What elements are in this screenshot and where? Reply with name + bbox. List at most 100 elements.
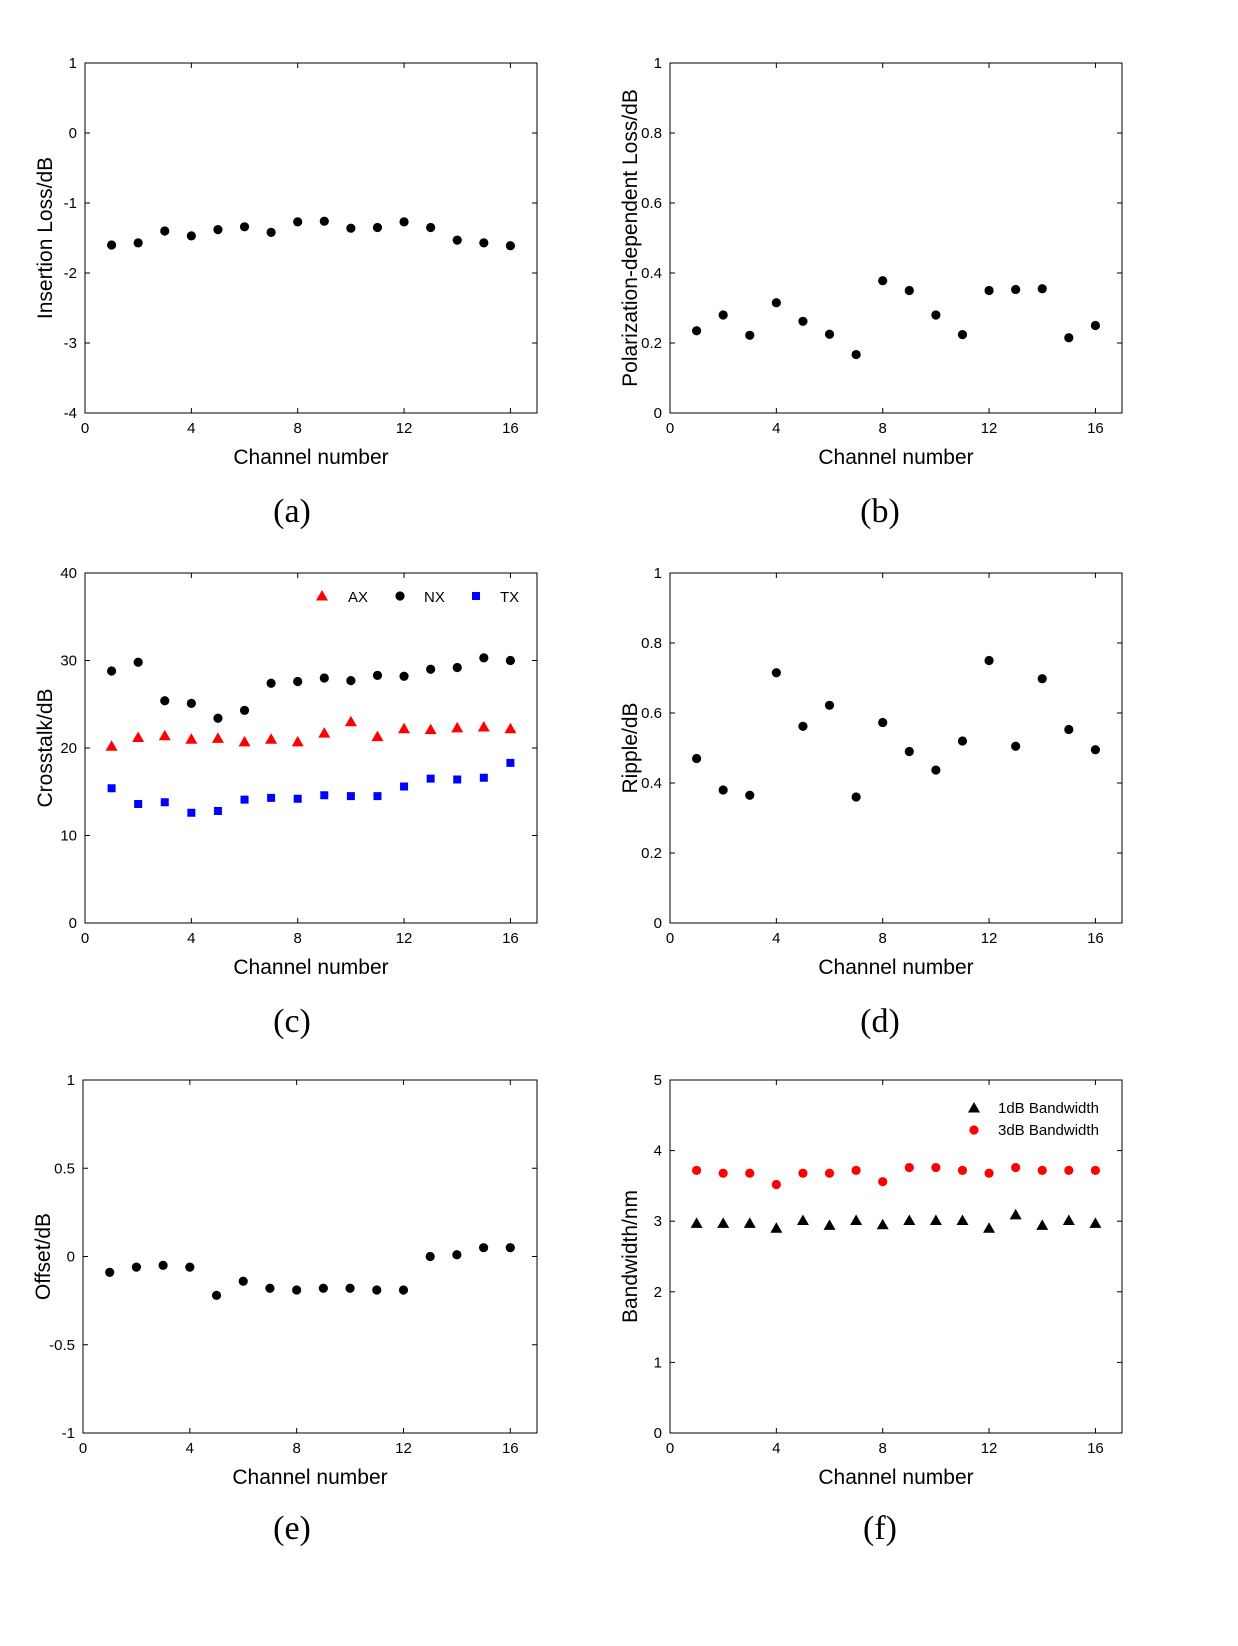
y-tick-label: -2 — [64, 265, 77, 282]
data-point — [690, 1217, 703, 1228]
x-tick-label: 12 — [395, 1440, 412, 1457]
x-tick-label: 0 — [666, 930, 674, 947]
plot-frame — [82, 1079, 538, 1434]
plot-frame — [669, 572, 1123, 924]
legend-marker — [395, 591, 405, 601]
y-axis-title: Crosstalk/dB — [34, 688, 57, 807]
panel-caption: (b) — [860, 493, 900, 530]
data-point — [187, 808, 196, 817]
legend: 1dB Bandwidth 3dB Bandwidth — [968, 1100, 1099, 1139]
legend-label: 3dB Bandwidth — [998, 1122, 1099, 1139]
panel-a: 0 4 8 12 16 -4 -3 -2 -1 0 1 Channel number Insertion… — [34, 55, 538, 530]
data-point — [771, 298, 781, 308]
x-axis-title: Channel number — [233, 446, 388, 469]
data-point — [453, 775, 462, 784]
data-point — [372, 1285, 382, 1295]
x-tick-label: 16 — [1087, 930, 1104, 947]
data-point — [105, 740, 118, 751]
data-point — [479, 773, 488, 782]
y-tick-label: 20 — [60, 740, 77, 757]
data-point — [426, 774, 435, 783]
data-point — [745, 1168, 755, 1178]
data-point — [185, 1262, 195, 1272]
y-tick-label: 0 — [69, 915, 77, 932]
panel-b: 0 4 8 12 16 0 0.2 0.4 0.6 0.8 1 Channel number Polar… — [619, 55, 1123, 530]
plot-frame — [84, 62, 538, 414]
series-ax — [105, 715, 517, 751]
data-point — [505, 1243, 515, 1253]
data-point — [878, 276, 888, 286]
data-point — [931, 765, 941, 775]
data-point — [823, 1219, 836, 1230]
data-point — [320, 791, 329, 800]
y-tick-label: 0 — [67, 1249, 75, 1266]
data-point — [824, 700, 835, 710]
x-tick-label: 0 — [79, 1440, 87, 1457]
x-tick-label: 16 — [502, 420, 519, 437]
y-tick-label: 5 — [654, 1072, 662, 1089]
y-tick-label: 1 — [69, 55, 77, 72]
data-point — [983, 1222, 996, 1233]
data-point — [158, 1260, 168, 1270]
panel-caption: (d) — [860, 1003, 900, 1040]
legend: AX NX TX — [316, 589, 519, 606]
data-point — [904, 285, 914, 296]
plot-frame — [669, 62, 1123, 414]
series-3db-bandwidth — [691, 1162, 1101, 1190]
y-axis-title: Bandwidth/nm — [619, 1190, 642, 1323]
data-point — [1090, 745, 1101, 755]
data-point — [106, 240, 117, 250]
data-point — [1011, 284, 1021, 295]
data-point — [850, 1214, 863, 1225]
legend-label: AX — [348, 589, 368, 606]
data-point — [266, 227, 276, 237]
y-tick-label: 0 — [69, 125, 77, 142]
y-tick-label: 0.2 — [641, 845, 662, 862]
panel-caption: (e) — [273, 1510, 311, 1547]
data-point — [796, 1214, 809, 1225]
data-point — [1011, 1162, 1021, 1173]
data-point — [691, 753, 702, 764]
plot-frame — [669, 1079, 1123, 1434]
data-point — [186, 698, 196, 708]
data-point — [239, 222, 250, 232]
legend-label: TX — [500, 589, 519, 606]
data-point — [346, 676, 356, 686]
data-point — [131, 1262, 142, 1272]
x-tick-label: 4 — [772, 1440, 780, 1457]
y-tick-label: 0.8 — [641, 125, 662, 142]
data-point — [904, 746, 914, 757]
data-point — [293, 676, 303, 687]
data-point — [265, 733, 278, 744]
y-tick-label: 10 — [60, 828, 77, 845]
y-tick-label: 4 — [654, 1143, 662, 1160]
x-tick-label: 12 — [396, 930, 413, 947]
y-tick-label: 0.6 — [641, 195, 662, 212]
data-point — [691, 1165, 702, 1175]
series-data — [105, 1243, 515, 1300]
data-point — [425, 1251, 435, 1262]
x-tick-label: 16 — [1087, 1440, 1104, 1457]
data-point — [133, 238, 143, 248]
data-point — [957, 1165, 968, 1175]
y-tick-label: -1 — [64, 195, 77, 212]
data-point — [319, 673, 329, 683]
data-point — [1011, 741, 1021, 751]
legend-marker — [969, 1125, 979, 1135]
y-tick-label: -1 — [62, 1425, 75, 1442]
x-tick-label: 4 — [186, 1440, 194, 1457]
data-point — [158, 729, 171, 741]
y-tick-label: 0.4 — [641, 265, 662, 282]
legend-marker — [472, 592, 480, 600]
data-point — [319, 216, 329, 226]
y-axis-title: Ripple/dB — [619, 702, 642, 793]
y-tick-label: 0 — [654, 915, 662, 932]
data-point — [239, 705, 250, 715]
data-point — [373, 792, 382, 801]
x-tick-label: 12 — [981, 1440, 998, 1457]
data-point — [903, 1214, 916, 1225]
x-tick-label: 4 — [187, 930, 195, 947]
panel-c: 0 4 8 12 16 0 10 20 30 40 Channel number Crosstalk/… — [34, 565, 538, 1040]
data-point — [798, 316, 808, 326]
data-point — [956, 1214, 969, 1225]
